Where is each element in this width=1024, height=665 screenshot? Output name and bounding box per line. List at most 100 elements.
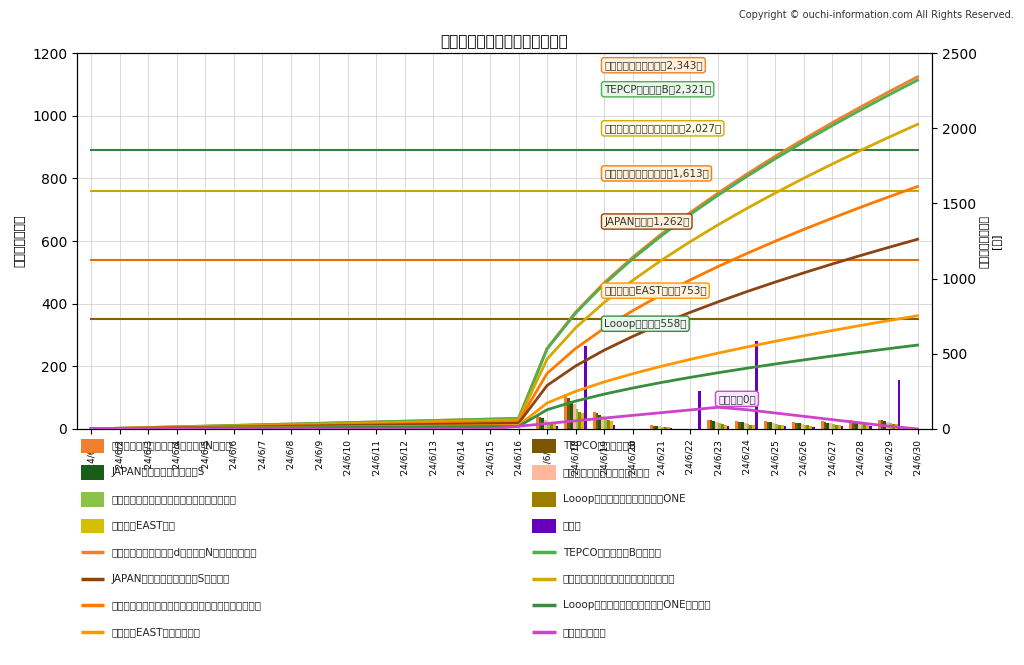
Bar xyxy=(658,426,662,429)
Bar xyxy=(715,422,718,429)
Bar xyxy=(579,412,582,429)
Text: Looopでんき：558円: Looopでんき：558円 xyxy=(604,319,686,329)
Text: Looopでんき：スマートタイムONE（累積）: Looopでんき：スマートタイムONE（累積） xyxy=(563,600,711,610)
Bar xyxy=(886,422,889,429)
Bar xyxy=(753,425,755,429)
Bar xyxy=(823,422,826,429)
Bar xyxy=(863,424,866,429)
Text: タダ電（累積）: タダ電（累積） xyxy=(563,626,606,637)
Bar xyxy=(783,426,786,429)
Bar xyxy=(539,417,542,429)
Bar xyxy=(713,421,715,429)
Bar xyxy=(670,428,673,429)
Bar xyxy=(772,423,775,429)
Title: 電気料金比較（基本料金含む）: 電気料金比較（基本料金含む） xyxy=(440,35,568,49)
Bar xyxy=(532,492,555,507)
Bar xyxy=(738,422,741,429)
Bar xyxy=(598,415,601,429)
Text: シン・エナジー：【夜】生活フィットプラン: シン・エナジー：【夜】生活フィットプラン xyxy=(112,493,237,504)
Bar xyxy=(556,426,558,429)
Bar xyxy=(835,425,838,429)
Bar xyxy=(596,413,598,429)
Bar xyxy=(652,426,655,429)
Text: Looopでんき：スマートタイムONE: Looopでんき：スマートタイムONE xyxy=(563,493,685,504)
Bar xyxy=(570,401,572,429)
Bar xyxy=(609,421,612,429)
Bar xyxy=(612,425,615,429)
Bar xyxy=(767,422,769,429)
Bar xyxy=(898,380,900,429)
Bar xyxy=(833,424,835,429)
Bar xyxy=(582,413,584,429)
Bar xyxy=(841,426,844,429)
Bar xyxy=(544,420,547,429)
Bar xyxy=(884,421,886,429)
Text: Copyright © ouchi-information.com All Rights Reserved.: Copyright © ouchi-information.com All Ri… xyxy=(739,10,1014,20)
Bar xyxy=(664,427,667,429)
Text: 九電みらいエナジー：2,343円: 九電みらいエナジー：2,343円 xyxy=(604,61,702,70)
Text: シン・エナジー：きほんプラン: シン・エナジー：きほんプラン xyxy=(563,467,650,477)
Bar xyxy=(721,424,724,429)
Text: よかエネEAST電灯（累積）: よかエネEAST電灯（累積） xyxy=(112,626,201,637)
Bar xyxy=(793,422,795,429)
Bar xyxy=(542,418,544,429)
Bar xyxy=(532,465,555,480)
Bar xyxy=(81,492,104,507)
Text: 九電みらいエナジー：dポイントNプラン: 九電みらいエナジー：dポイントNプラン xyxy=(112,440,231,451)
Bar xyxy=(881,420,884,429)
Bar xyxy=(741,422,743,429)
Bar xyxy=(547,422,550,429)
Text: シン・エナジー（きほん）：2,027円: シン・エナジー（きほん）：2,027円 xyxy=(604,123,721,134)
Bar xyxy=(849,420,852,429)
Text: JAPAN電力：くらしプランS: JAPAN電力：くらしプランS xyxy=(112,467,205,477)
Bar xyxy=(649,425,652,429)
Bar xyxy=(860,424,863,429)
Bar xyxy=(662,427,664,429)
Bar xyxy=(81,519,104,533)
Y-axis label: 電気料金［円］: 電気料金［円］ xyxy=(13,215,27,267)
Bar xyxy=(769,422,772,429)
Bar xyxy=(750,424,753,429)
Bar xyxy=(707,420,710,429)
Text: シン・エナジー：【夜】生活フィットプラン（累積）: シン・エナジー：【夜】生活フィットプラン（累積） xyxy=(112,600,261,610)
Bar xyxy=(829,424,833,429)
Bar xyxy=(764,421,767,429)
Bar xyxy=(795,423,798,429)
Text: タダ電: タダ電 xyxy=(563,520,582,531)
Bar xyxy=(775,424,778,429)
Bar xyxy=(812,427,815,429)
Bar xyxy=(601,416,604,429)
Bar xyxy=(869,426,872,429)
Bar xyxy=(81,439,104,454)
Bar xyxy=(755,341,758,429)
Bar xyxy=(838,425,841,429)
Bar xyxy=(852,421,855,429)
Bar xyxy=(866,425,869,429)
Bar xyxy=(584,346,587,429)
Bar xyxy=(809,426,812,429)
Bar xyxy=(778,424,780,429)
Bar xyxy=(564,394,567,429)
Bar xyxy=(572,404,575,429)
Bar xyxy=(798,424,801,429)
Bar xyxy=(855,422,858,429)
Bar xyxy=(727,426,729,429)
Text: JAPAN電力：1,262円: JAPAN電力：1,262円 xyxy=(604,217,689,227)
Bar xyxy=(807,425,809,429)
Bar xyxy=(889,423,892,429)
Bar xyxy=(81,465,104,480)
Text: JAPAN電力：くらしプランS（累積）: JAPAN電力：くらしプランS（累積） xyxy=(112,573,229,584)
Bar xyxy=(593,412,596,429)
Text: よかエネEAST電灯: よかエネEAST電灯 xyxy=(112,520,175,531)
Bar xyxy=(892,424,895,429)
Bar xyxy=(858,423,860,429)
Bar xyxy=(553,424,556,429)
Bar xyxy=(655,426,658,429)
Bar xyxy=(710,420,713,429)
Bar xyxy=(780,425,783,429)
Y-axis label: 電気料金（累積）
[円]: 電気料金（累積） [円] xyxy=(980,215,1001,267)
Text: シン・エナジー：きほんプラン（累積）: シン・エナジー：きほんプラン（累積） xyxy=(563,573,676,584)
Text: よかエネイEAST電灯：753円: よかエネイEAST電灯：753円 xyxy=(604,286,707,296)
Bar xyxy=(895,424,898,429)
Bar xyxy=(718,424,721,429)
